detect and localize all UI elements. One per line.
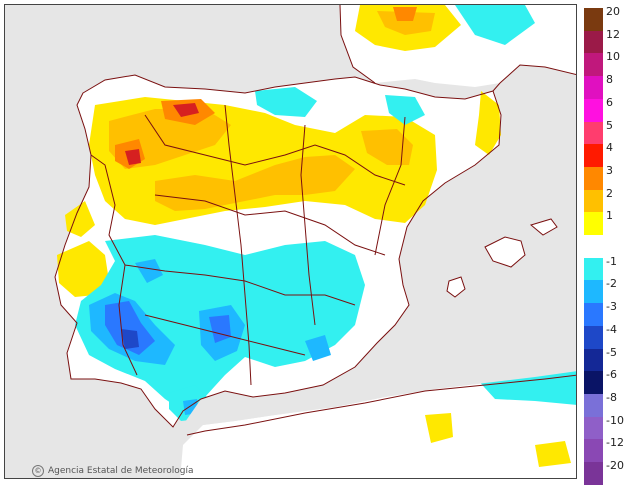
legend-swatch — [584, 280, 603, 304]
temperature-anomaly-map — [4, 4, 577, 479]
africa-land — [180, 373, 576, 478]
legend-label: -12 — [606, 436, 624, 450]
legend-swatch — [584, 166, 603, 191]
legend-swatch — [584, 439, 603, 463]
legend-label: -2 — [606, 277, 617, 291]
legend-swatch — [584, 189, 603, 213]
legend-swatch — [584, 348, 603, 372]
legend-label: -20 — [606, 459, 624, 472]
legend-swatch — [584, 8, 603, 32]
legend: 20 12 10 8 6 5 4 3 2 1 -1 -2 -3 -4 -5 -6 -8 -10 -12 -20 — [582, 5, 630, 486]
legend-swatch — [584, 235, 603, 259]
legend-label: -8 — [606, 390, 617, 404]
legend-label: 4 — [606, 141, 613, 155]
legend-swatch — [584, 257, 603, 281]
legend-label: 5 — [606, 118, 613, 132]
legend-swatch — [584, 325, 603, 349]
balearic-ibiza — [446, 276, 466, 298]
legend-label: -6 — [606, 368, 617, 382]
legend-label: 6 — [606, 95, 613, 109]
legend-swatch — [584, 416, 603, 440]
legend-label: 2 — [606, 186, 613, 200]
legend-swatch — [584, 393, 603, 418]
legend-swatch — [584, 76, 603, 100]
legend-label: -1 — [606, 254, 617, 268]
legend-label: 12 — [606, 27, 620, 41]
legend-label: 20 — [606, 5, 620, 18]
legend-swatch — [584, 212, 603, 236]
legend-swatch — [584, 462, 603, 486]
legend-label: 10 — [606, 50, 620, 64]
legend-swatch — [584, 30, 603, 54]
cool-anomaly-areas — [75, 5, 576, 421]
mediterranean-sea — [183, 301, 576, 435]
balearic-mallorca — [484, 236, 526, 268]
legend-label: -4 — [606, 322, 617, 336]
aemet-logo-icon: © — [32, 465, 44, 477]
legend-swatch — [584, 144, 603, 168]
legend-swatch — [584, 303, 603, 327]
legend-label: 3 — [606, 163, 613, 177]
legend-label: -3 — [606, 300, 617, 314]
legend-swatch — [584, 121, 603, 145]
map-canvas — [54, 5, 576, 478]
legend-swatch — [584, 371, 603, 395]
legend-label: 8 — [606, 73, 613, 87]
political-borders — [54, 5, 576, 436]
credit-line: © Agencia Estatal de Meteorología — [32, 465, 194, 477]
legend-label: -10 — [606, 413, 624, 427]
balearic-menorca — [529, 218, 558, 236]
legend-swatch — [584, 98, 603, 122]
legend-label: -5 — [606, 345, 617, 359]
legend-label: 1 — [606, 209, 613, 223]
legend-swatch — [584, 53, 603, 77]
credit-text: Agencia Estatal de Meteorología — [48, 466, 194, 476]
